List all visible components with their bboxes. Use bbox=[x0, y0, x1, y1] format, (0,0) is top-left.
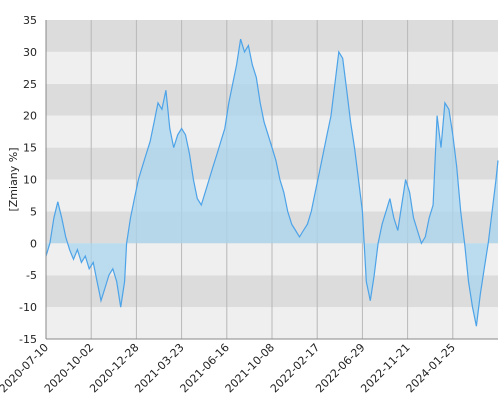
y-axis-label: [Zmiany %] bbox=[7, 147, 20, 211]
y-tick-label: -15 bbox=[19, 333, 37, 346]
y-tick-label: -5 bbox=[26, 269, 37, 282]
series-line bbox=[45, 38, 499, 327]
y-tick-label: 5 bbox=[30, 205, 37, 218]
x-tick-labels: 2020-07-102020-10-022020-12-282021-03-23… bbox=[0, 341, 458, 395]
data-area bbox=[45, 38, 499, 327]
series-area bbox=[46, 39, 498, 327]
y-tick-label: 0 bbox=[30, 237, 37, 250]
y-tick-label: -10 bbox=[19, 301, 37, 314]
y-tick-labels: -15 -10 -5 0 5 10 15 20 25 30 35 bbox=[19, 14, 37, 346]
plot-frame bbox=[45, 20, 498, 340]
y-tick-label: 25 bbox=[23, 78, 37, 91]
y-tick-label: 10 bbox=[23, 174, 37, 187]
y-tick-label: 35 bbox=[23, 14, 37, 27]
y-tick-label: 15 bbox=[23, 142, 37, 155]
y-tick-label: 30 bbox=[23, 46, 37, 59]
y-tick-label: 20 bbox=[23, 110, 37, 123]
